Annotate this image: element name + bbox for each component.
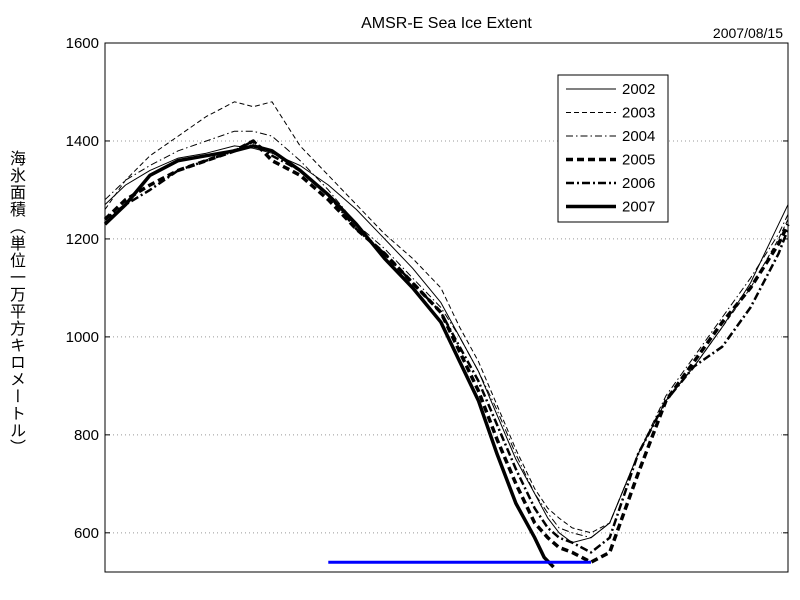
y-tick-label: 600 — [74, 525, 99, 542]
legend-label-2006: 2006 — [622, 175, 655, 192]
legend-label-2003: 2003 — [622, 105, 655, 122]
legend-box — [557, 74, 669, 223]
legend-label-2002: 2002 — [622, 81, 655, 98]
plot-frame — [104, 42, 789, 573]
y-tick-label: 1600 — [66, 35, 99, 52]
legend-label-2005: 2005 — [622, 152, 655, 169]
series-line-2004 — [104, 130, 789, 539]
y-axis-label: 海氷面積（単位一万平方キロメートル） — [7, 150, 26, 456]
chart-title: AMSR-E Sea Ice Extent — [361, 15, 532, 32]
legend-label-2004: 2004 — [622, 128, 655, 145]
legend: 2002 2003 2004 2005 2006 2007 — [557, 74, 669, 223]
chart-date: 2007/08/15 — [713, 25, 783, 41]
series-layer — [103, 101, 790, 569]
series-line-2005 — [103, 139, 790, 564]
y-tick-label: 1400 — [66, 133, 99, 150]
series-line-2002 — [104, 145, 789, 544]
axis-layer: 600 800 1000 1200 1400 1600 — [66, 35, 788, 542]
y-tick-label: 1200 — [66, 231, 99, 248]
series-line-2006 — [104, 139, 790, 554]
series-line-2003 — [104, 101, 789, 534]
legend-label-2007: 2007 — [622, 199, 655, 216]
y-tick-label: 1000 — [66, 329, 99, 346]
y-tick-label: 800 — [74, 427, 99, 444]
series-line-2007 — [103, 144, 555, 569]
